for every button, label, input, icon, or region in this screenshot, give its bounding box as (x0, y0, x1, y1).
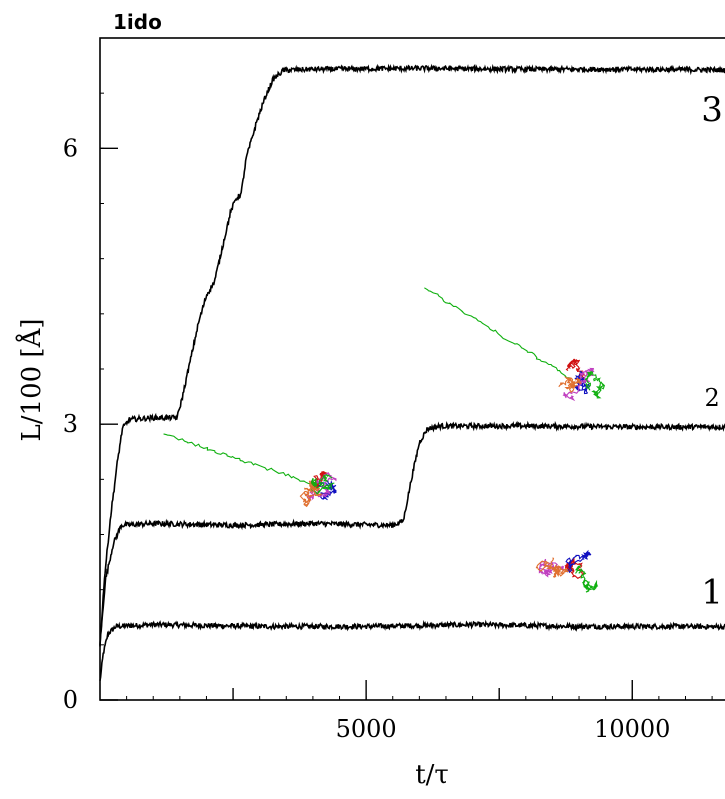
x-tick-label: 5000 (336, 715, 397, 743)
x-axis-title: t/τ (415, 760, 449, 790)
series-1-line (99, 619, 725, 681)
more-unfolded-protein (424, 287, 606, 402)
folded-protein (535, 549, 599, 593)
y-tick-label: 0 (63, 686, 78, 714)
series-2-line (99, 420, 725, 647)
y-axis-title: L/100 [Å] (15, 319, 47, 442)
axes: 0 3 6 5000 10000 (63, 37, 725, 743)
curve-label-2: 2 (704, 384, 719, 412)
labels: 1ido t/τ L/100 [Å] 3 2 1 (15, 10, 723, 790)
plot-frame (99, 37, 725, 701)
y-tick-label: 3 (63, 410, 78, 438)
series-3-line (99, 63, 725, 646)
protein-insets (163, 287, 606, 593)
curve-label-3: 3 (701, 90, 723, 130)
curve-label-1: 1 (701, 572, 723, 612)
chart-title: 1ido (113, 10, 162, 34)
y-tick-label: 6 (63, 134, 78, 162)
series (99, 63, 725, 681)
partially-unfolded-protein (163, 433, 337, 508)
x-tick-label: 10000 (594, 715, 670, 743)
